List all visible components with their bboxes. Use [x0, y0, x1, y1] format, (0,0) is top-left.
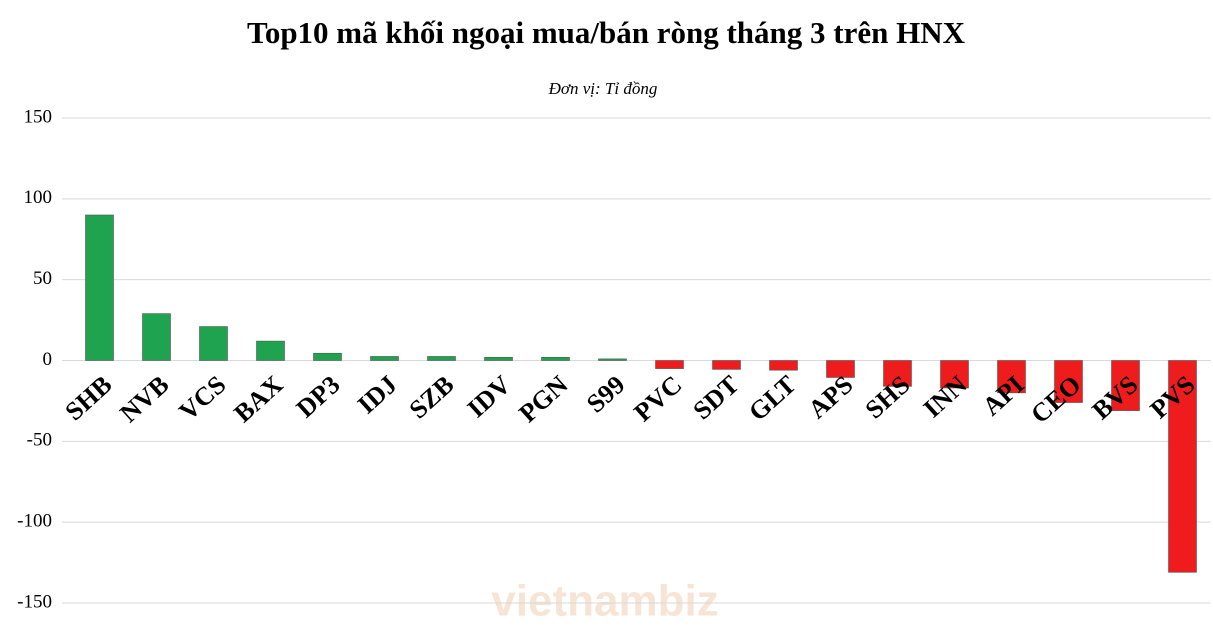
bar	[541, 356, 570, 361]
y-tick-label: -150	[17, 591, 52, 612]
bar	[85, 214, 114, 361]
bar	[427, 356, 456, 361]
bar	[256, 340, 285, 361]
bar	[142, 313, 171, 361]
chart-subtitle: Đơn vị: Tỉ đồng	[548, 79, 658, 98]
y-tick-label: 100	[24, 187, 53, 208]
bar	[1054, 360, 1083, 403]
y-tick-label: -100	[17, 511, 52, 532]
bar	[655, 360, 684, 369]
bar	[598, 358, 627, 361]
y-tick-label: 150	[24, 106, 53, 127]
bar	[940, 360, 969, 389]
y-tick-label: 50	[33, 268, 52, 289]
y-tick-label: -50	[27, 430, 52, 451]
bar	[1111, 360, 1140, 411]
bar	[712, 360, 741, 370]
bar	[1168, 360, 1197, 573]
bar	[997, 360, 1026, 394]
y-tick-label: 0	[43, 349, 53, 370]
bar	[484, 356, 513, 361]
bar	[313, 352, 342, 361]
bar	[883, 360, 912, 387]
watermark: vietnambiz	[491, 577, 718, 626]
bar	[826, 360, 855, 378]
bar	[370, 356, 399, 361]
chart-title: Top10 mã khối ngoại mua/bán ròng tháng 3…	[247, 15, 966, 50]
bar	[769, 360, 798, 371]
bar	[199, 326, 228, 361]
